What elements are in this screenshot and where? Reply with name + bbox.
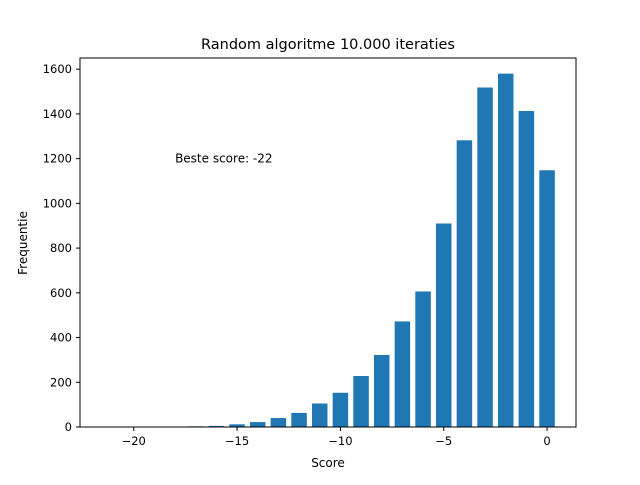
y-tick-label: 1600	[43, 62, 72, 76]
bar	[477, 88, 493, 427]
y-tick-label: 1200	[43, 152, 72, 166]
bar	[333, 393, 349, 427]
bar	[498, 74, 513, 427]
bar	[312, 404, 328, 427]
bar	[250, 422, 265, 427]
y-tick-label: 1000	[43, 196, 72, 210]
bar	[457, 140, 473, 427]
y-tick-label: 0	[65, 420, 72, 434]
bar	[539, 170, 555, 427]
bar	[415, 291, 431, 427]
bar	[291, 413, 307, 427]
y-tick-label: 600	[50, 286, 72, 300]
best-score-annotation: Beste score: -22	[175, 152, 272, 166]
bar	[519, 111, 535, 427]
x-tick-label: −10	[328, 434, 352, 448]
y-tick-label: 400	[50, 331, 72, 345]
y-axis-label: Frequentie	[16, 211, 30, 275]
y-tick-label: 1400	[43, 107, 72, 121]
chart-title: Random algoritme 10.000 iteraties	[201, 37, 455, 53]
bar	[436, 223, 452, 427]
y-tick-label: 200	[50, 375, 72, 389]
x-tick-label: −15	[225, 434, 249, 448]
y-tick-label: 800	[50, 241, 72, 255]
bar	[374, 355, 390, 427]
x-tick-label: −20	[122, 434, 146, 448]
bar	[353, 376, 369, 427]
bar	[395, 321, 411, 427]
bar	[271, 418, 287, 427]
x-tick-label: −5	[435, 434, 452, 448]
x-tick-label: 0	[543, 434, 550, 448]
x-axis-label: Score	[311, 456, 345, 470]
